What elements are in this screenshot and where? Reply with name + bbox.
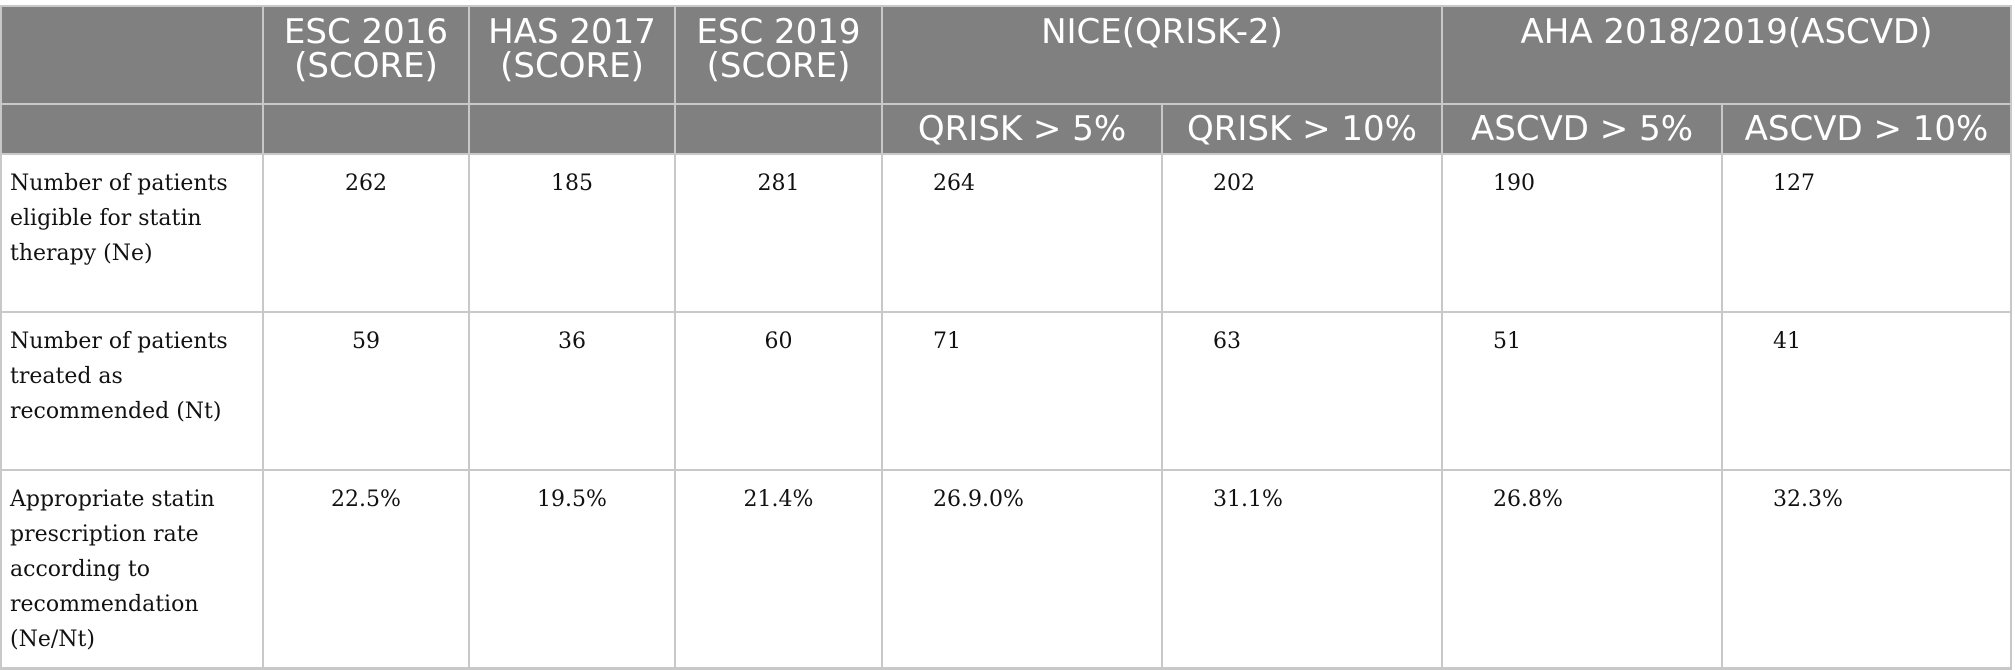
table-body: Number of patients eligible for statin t… [0,153,2013,670]
table-cell: 59 [262,311,470,471]
table-cell: 51 [1441,311,1723,471]
header-aha-ascvd: AHA 2018/2019(ASCVD) [1440,5,2013,105]
table-cell: 264 [881,153,1163,313]
header-empty-cell [0,103,264,155]
header-empty-cell [674,103,883,155]
table-cell: 63 [1161,311,1443,471]
header-has-2017: HAS 2017 (SCORE) [468,5,676,105]
table-cell: 31.1% [1161,469,1443,670]
table-cell: 281 [674,153,883,313]
table-cell: 26.9.0% [881,469,1163,670]
header-ascvd-10: ASCVD > 10% [1720,103,2013,155]
header-ascvd-5: ASCVD > 5% [1441,103,1723,155]
header-qrisk-10: QRISK > 10% [1161,103,1443,155]
row-label: Number of patients eligible for statin t… [0,153,264,313]
table-cell: 32.3% [1720,469,2013,670]
table-cell: 127 [1720,153,2013,313]
table-cell: 71 [881,311,1163,471]
table-cell: 202 [1161,153,1443,313]
table-cell: 185 [468,153,676,313]
row-label: Number of patients treated as recommende… [0,311,264,471]
header-empty-cell [468,103,676,155]
header-esc-2016: ESC 2016 (SCORE) [262,5,470,105]
header-empty-cell [262,103,470,155]
table-cell: 21.4% [674,469,883,670]
statin-eligibility-table: ESC 2016 (SCORE) HAS 2017 (SCORE) ESC 20… [0,5,2013,670]
table-cell: 19.5% [468,469,676,670]
table-cell: 36 [468,311,676,471]
table-cell: 26.8% [1441,469,1723,670]
row-label: Appropriate statin prescription rate acc… [0,469,264,670]
header-corner-cell [0,5,264,105]
header-esc-2019: ESC 2019 (SCORE) [674,5,883,105]
table-cell: 190 [1441,153,1723,313]
table-cell: 262 [262,153,470,313]
header-row-1: ESC 2016 (SCORE) HAS 2017 (SCORE) ESC 20… [0,5,2013,105]
table-cell: 41 [1720,311,2013,471]
table-header: ESC 2016 (SCORE) HAS 2017 (SCORE) ESC 20… [0,5,2013,155]
table-row-eligible: Number of patients eligible for statin t… [0,153,2013,313]
table-cell: 22.5% [262,469,470,670]
table-cell: 60 [674,311,883,471]
header-row-2: QRISK > 5% QRISK > 10% ASCVD > 5% ASCVD … [0,103,2013,155]
header-qrisk-5: QRISK > 5% [881,103,1163,155]
header-nice-qrisk2: NICE(QRISK-2) [881,5,1443,105]
table-row-treated: Number of patients treated as recommende… [0,311,2013,471]
table-row-rate: Appropriate statin prescription rate acc… [0,469,2013,670]
